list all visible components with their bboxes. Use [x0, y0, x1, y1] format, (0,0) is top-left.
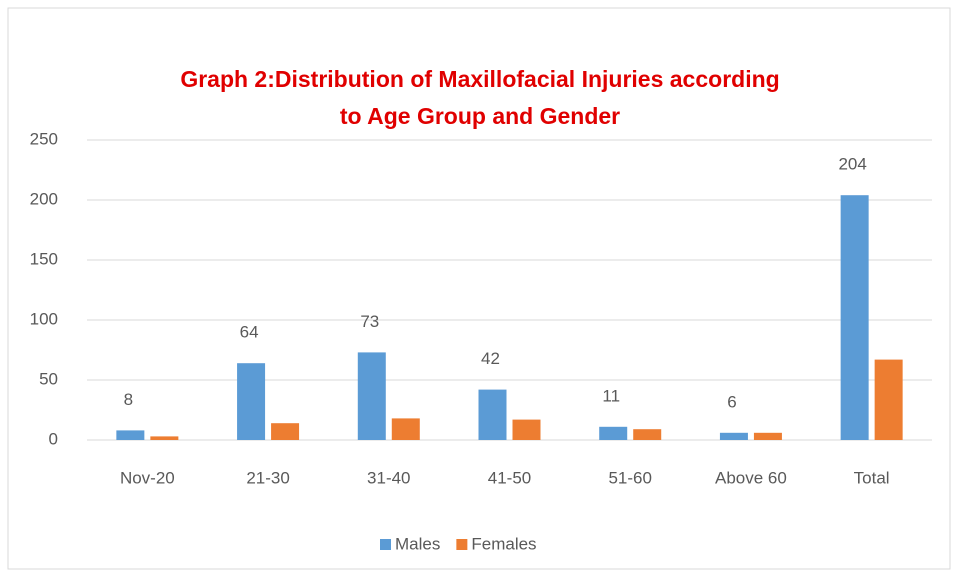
x-tick-label: 21-30: [246, 468, 289, 487]
bar: [512, 419, 541, 440]
legend-label: Males: [395, 534, 440, 553]
legend-swatch: [380, 539, 391, 550]
bar: [874, 359, 903, 440]
data-label: 73: [360, 312, 379, 331]
data-label: 11: [602, 386, 620, 405]
chart-frame: [7, 7, 951, 570]
x-tick-label: 51-60: [608, 468, 651, 487]
x-tick-label: Total: [854, 468, 890, 487]
bar: [633, 429, 662, 440]
y-tick-label: 50: [39, 369, 58, 388]
y-tick-label: 0: [49, 429, 58, 448]
bar: [753, 432, 782, 440]
bar: [478, 389, 507, 440]
chart-title: to Age Group and Gender: [340, 103, 620, 129]
bar: [271, 423, 300, 440]
legend-swatch: [456, 539, 468, 550]
bar: [357, 352, 386, 440]
bar: [391, 418, 420, 440]
bar: [116, 430, 145, 440]
chart-title: Graph 2:Distribution of Maxillofacial In…: [180, 66, 779, 92]
y-tick-label: 250: [30, 129, 58, 148]
y-tick-label: 150: [30, 249, 58, 268]
x-tick-label: 41-50: [488, 468, 531, 487]
bar: [840, 195, 869, 440]
x-tick-label: Nov-20: [120, 468, 175, 487]
data-label: 204: [838, 155, 866, 174]
x-tick-label: Above 60: [715, 468, 787, 487]
data-label: 64: [240, 323, 259, 342]
bar: [237, 363, 266, 440]
data-label: 42: [481, 349, 500, 368]
data-label: 8: [124, 390, 133, 409]
bar: [599, 426, 628, 440]
x-tick-label: 31-40: [367, 468, 410, 487]
bar: [719, 432, 748, 440]
y-tick-label: 200: [30, 189, 58, 208]
y-tick-label: 100: [30, 309, 58, 328]
data-label: 6: [727, 392, 736, 411]
legend-label: Females: [471, 534, 536, 553]
bar: [150, 436, 179, 440]
